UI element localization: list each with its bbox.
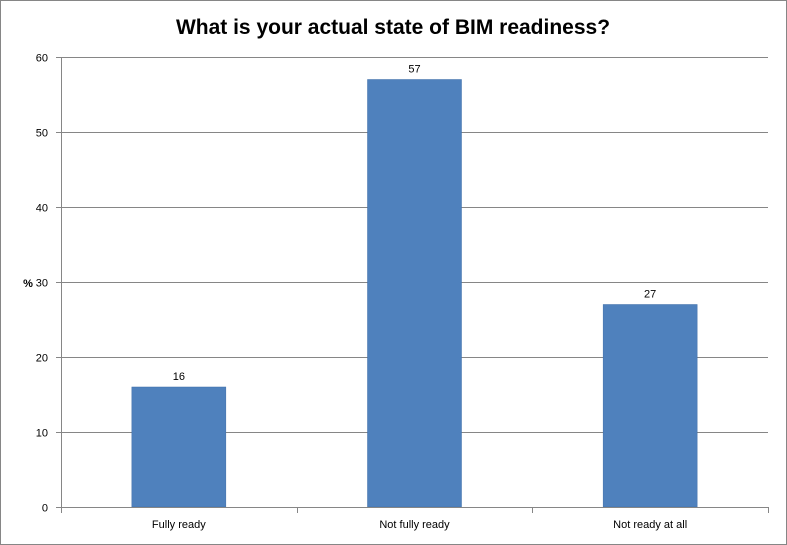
y-tick-label: 50 <box>36 128 48 140</box>
y-tick-label: 60 <box>36 53 48 65</box>
y-tick-label: 20 <box>36 353 48 365</box>
axes <box>56 57 769 513</box>
x-tick-label: Fully ready <box>152 519 206 531</box>
bar <box>131 386 227 508</box>
bars <box>131 79 698 508</box>
x-tick-label: Not ready at all <box>613 519 687 531</box>
data-label: 57 <box>408 64 420 76</box>
chart-title: What is your actual state of BIM readine… <box>176 16 610 39</box>
y-axis-label: % <box>23 278 33 290</box>
y-tick-label: 40 <box>36 203 48 215</box>
bar <box>602 304 698 508</box>
y-tick-label: 30 <box>36 278 48 290</box>
data-label: 27 <box>644 289 656 301</box>
y-tick-label: 0 <box>42 503 48 515</box>
data-label: 16 <box>173 371 185 383</box>
x-tick-label: Not fully ready <box>379 519 450 531</box>
bar <box>367 79 462 508</box>
y-tick-label: 10 <box>36 428 48 440</box>
labels: 0 10 20 30 40 50 60 16 Fully ready 57 Not fully re… <box>36 53 687 532</box>
